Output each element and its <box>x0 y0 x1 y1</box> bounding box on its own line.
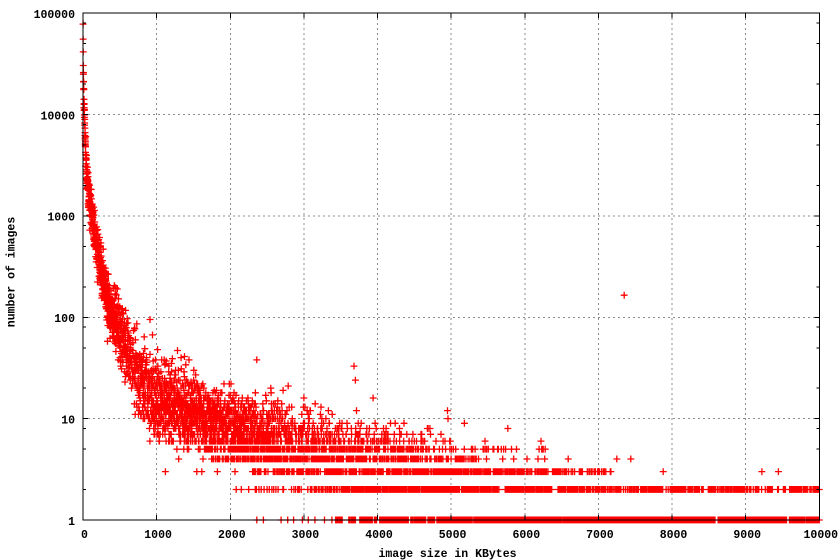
svg-text:5000: 5000 <box>439 529 467 542</box>
svg-text:6000: 6000 <box>512 529 540 542</box>
svg-text:1000: 1000 <box>144 529 172 542</box>
svg-text:100: 100 <box>54 313 75 326</box>
svg-text:2000: 2000 <box>218 529 246 542</box>
svg-text:100000: 100000 <box>34 9 76 22</box>
svg-text:1000: 1000 <box>47 212 75 225</box>
svg-text:10: 10 <box>61 414 75 427</box>
svg-text:0: 0 <box>81 529 88 542</box>
svg-text:1: 1 <box>68 516 75 529</box>
svg-text:9000: 9000 <box>733 529 761 542</box>
svg-text:10000: 10000 <box>40 110 75 123</box>
svg-text:4000: 4000 <box>365 529 393 542</box>
svg-text:10000: 10000 <box>804 529 839 542</box>
svg-text:image size in KBytes: image size in KBytes <box>378 548 516 560</box>
svg-text:3000: 3000 <box>292 529 320 542</box>
svg-text:7000: 7000 <box>586 529 614 542</box>
svg-text:number of images: number of images <box>6 217 19 328</box>
svg-text:8000: 8000 <box>660 529 688 542</box>
